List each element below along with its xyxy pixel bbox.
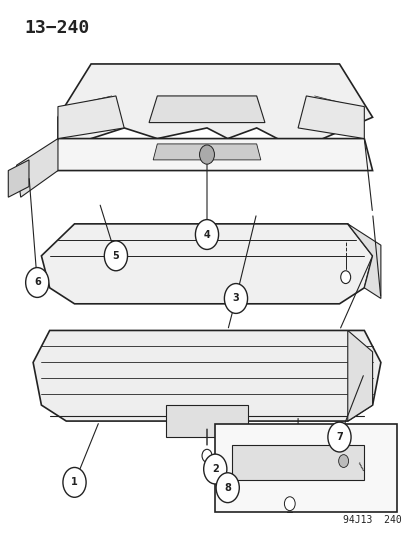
Text: 2: 2 [211,464,218,474]
Circle shape [26,268,49,297]
Circle shape [63,467,86,497]
Polygon shape [41,224,372,304]
Text: 3: 3 [232,294,239,303]
Polygon shape [297,96,363,139]
Polygon shape [347,224,380,298]
Text: 6: 6 [34,278,40,287]
Text: 5: 5 [112,251,119,261]
Polygon shape [347,330,372,421]
Circle shape [340,271,350,284]
Circle shape [216,473,239,503]
Polygon shape [50,139,372,171]
Circle shape [202,449,211,462]
Polygon shape [33,330,380,421]
Circle shape [327,422,350,452]
Circle shape [203,454,226,484]
Text: 4: 4 [203,230,210,239]
Text: /: / [356,462,366,471]
Text: 1: 1 [71,478,78,487]
Circle shape [284,497,294,511]
Text: 94J13  240: 94J13 240 [342,515,401,525]
Polygon shape [149,96,264,123]
Circle shape [224,284,247,313]
Text: 8: 8 [224,483,230,492]
Circle shape [199,145,214,164]
Polygon shape [17,139,58,197]
Text: 13−240: 13−240 [25,19,90,37]
Polygon shape [153,144,260,160]
Polygon shape [8,160,29,197]
Polygon shape [58,64,372,149]
Polygon shape [58,96,124,139]
Circle shape [195,220,218,249]
Polygon shape [165,405,248,437]
Polygon shape [231,445,363,480]
Circle shape [338,455,348,467]
Text: 7: 7 [335,432,342,442]
Circle shape [104,241,127,271]
FancyBboxPatch shape [215,424,396,512]
